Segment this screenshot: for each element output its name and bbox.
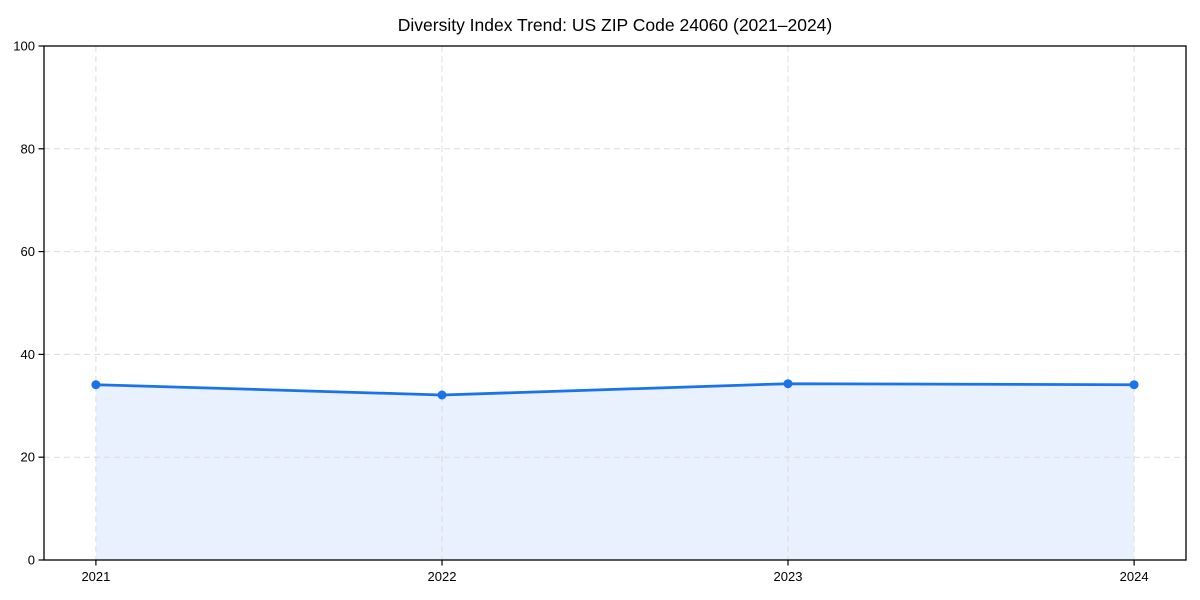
x-tick-label: 2022: [428, 569, 457, 584]
area-fill: [95, 383, 1135, 560]
plot-frame: [43, 45, 1187, 561]
axes-frame-layer: [43, 45, 1187, 561]
y-tick-label: 0: [28, 553, 35, 568]
y-tick-label: 40: [21, 347, 35, 362]
trend-line: [94, 382, 1136, 397]
tick-mark-layer: [38, 45, 1135, 566]
y-tick-label: 80: [21, 141, 35, 156]
x-tick-label: 2021: [81, 569, 110, 584]
tick-label-layer: 2021 2022 2023 2024 0 20 40 60 80 100: [13, 39, 1148, 585]
data-point-marker: [1129, 380, 1139, 390]
x-tick-label: 2023: [774, 569, 803, 584]
series-layer: [91, 379, 1139, 400]
data-point-marker: [437, 390, 447, 400]
data-point-marker: [91, 380, 101, 390]
y-tick-label: 20: [21, 450, 35, 465]
area-fill-layer: [95, 383, 1135, 560]
y-tick-label: 60: [21, 244, 35, 259]
data-point-marker: [783, 379, 793, 389]
chart-title: Diversity Index Trend: US ZIP Code 24060…: [398, 15, 833, 35]
y-tick-label: 100: [13, 39, 35, 54]
x-tick-label: 2024: [1120, 569, 1149, 584]
